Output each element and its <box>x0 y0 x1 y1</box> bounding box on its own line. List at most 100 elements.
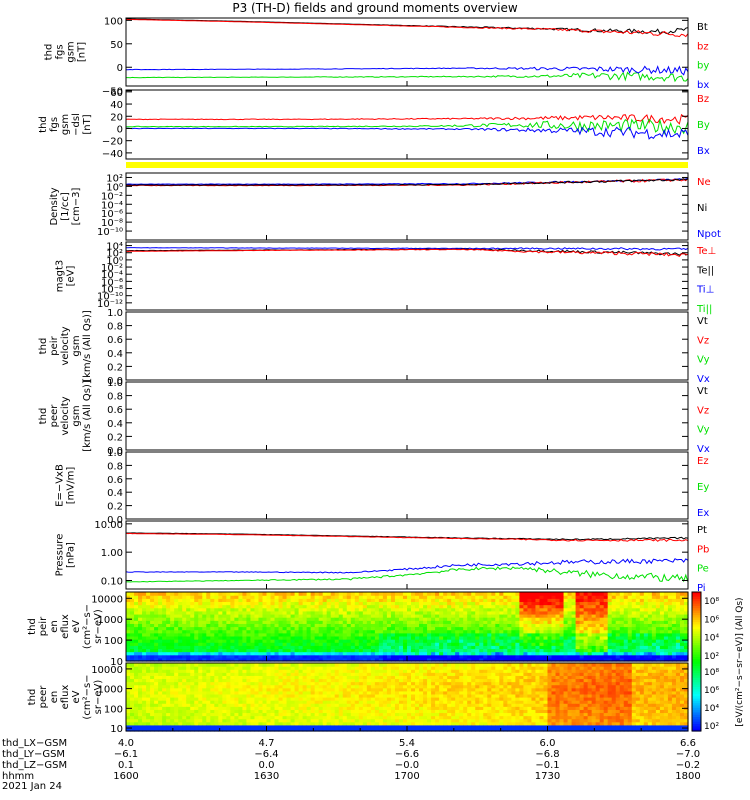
heatmap-cell <box>298 681 304 686</box>
heatmap-cell <box>527 629 533 634</box>
heatmap-cell <box>190 709 195 714</box>
heatmap-cell <box>262 697 268 701</box>
heatmap-cell <box>258 645 264 650</box>
heatmap-cell <box>651 601 657 606</box>
heatmap-cell <box>198 727 203 732</box>
heatmap-cell <box>431 632 436 637</box>
heatmap-cell <box>415 632 420 637</box>
heatmap-cell <box>411 681 416 686</box>
heatmap-cell <box>435 629 440 634</box>
heatmap-cell <box>619 635 625 640</box>
heatmap-cell <box>286 690 292 695</box>
heatmap-cell <box>535 604 541 609</box>
heatmap-cell <box>555 639 561 643</box>
heatmap-cell <box>519 623 525 628</box>
heatmap-cell <box>130 697 135 701</box>
heatmap-cell <box>382 648 388 653</box>
heatmap-cell <box>523 635 529 640</box>
heatmap-cell <box>635 601 641 606</box>
heatmap-cell <box>210 657 215 662</box>
heatmap-cell <box>278 610 284 615</box>
heatmap-cell <box>134 620 139 624</box>
heatmap-cell <box>238 654 244 659</box>
heatmap-cell <box>366 678 372 683</box>
heatmap-cell <box>174 657 179 662</box>
heatmap-cell <box>218 715 223 720</box>
heatmap-cell <box>683 595 689 599</box>
heatmap-cell <box>146 648 151 653</box>
heatmap-cell <box>262 607 268 612</box>
heatmap-cell <box>567 623 573 628</box>
heatmap-cell <box>154 632 159 637</box>
heatmap-cell <box>366 629 372 634</box>
heatmap-cell <box>346 598 352 603</box>
heatmap-cell <box>487 623 492 628</box>
heatmap-cell <box>182 675 187 680</box>
heatmap-cell <box>142 727 147 732</box>
heatmap-cell <box>294 681 300 686</box>
heatmap-cell <box>206 697 211 701</box>
heatmap-cell <box>314 706 320 710</box>
y-tick-label: 100 <box>104 16 123 27</box>
heatmap-cell <box>230 595 235 599</box>
heatmap-cell <box>555 632 561 637</box>
heatmap-cell <box>342 687 348 692</box>
heatmap-cell <box>382 687 388 692</box>
heatmap-cell <box>130 727 135 732</box>
heatmap-cell <box>423 592 428 596</box>
heatmap-cell <box>378 595 384 599</box>
heatmap-cell <box>174 604 179 609</box>
heatmap-cell <box>270 663 276 667</box>
heatmap-cell <box>415 601 420 606</box>
heatmap-cell <box>170 681 175 686</box>
heatmap-cell <box>230 687 235 692</box>
heatmap-cell <box>166 610 171 615</box>
heatmap-cell <box>306 635 312 640</box>
heatmap-cell <box>138 651 143 656</box>
heatmap-cell <box>130 607 135 612</box>
heatmap-cell <box>302 592 308 596</box>
heatmap-cell <box>326 642 332 646</box>
heatmap-cell <box>623 632 629 637</box>
heatmap-cell <box>535 623 541 628</box>
heatmap-cell <box>398 706 404 710</box>
heatmap-cell <box>290 651 296 656</box>
heatmap-cell <box>226 721 231 726</box>
heatmap-cell <box>278 703 284 707</box>
heatmap-cell <box>619 629 625 634</box>
heatmap-cell <box>194 669 199 673</box>
heatmap-cell <box>278 607 284 612</box>
heatmap-cell <box>539 610 545 615</box>
heatmap-cell <box>623 657 629 662</box>
heatmap-cell <box>310 601 316 606</box>
heatmap-cell <box>374 703 380 707</box>
heatmap-cell <box>178 592 183 596</box>
heatmap-cell <box>178 648 183 653</box>
heatmap-cell <box>519 592 525 596</box>
heatmap-cell <box>370 607 376 612</box>
heatmap-cell <box>362 666 368 670</box>
heatmap-cell <box>507 607 512 612</box>
heatmap-cell <box>286 620 292 624</box>
heatmap-cell <box>186 592 191 596</box>
heatmap-cell <box>350 718 356 723</box>
heatmap-cell <box>166 654 171 659</box>
heatmap-cell <box>190 648 195 653</box>
heatmap-cell <box>230 617 235 621</box>
heatmap-cell <box>423 727 428 732</box>
heatmap-cell <box>370 672 376 676</box>
heatmap-cell <box>222 651 227 656</box>
heatmap-cell <box>487 657 492 662</box>
heatmap-cell <box>298 626 304 631</box>
heatmap-cell <box>451 598 456 603</box>
heatmap-cell <box>214 663 219 667</box>
heatmap-cell <box>547 639 553 643</box>
heatmap-cell <box>230 648 235 653</box>
heatmap-cell <box>270 629 276 634</box>
heatmap-cell <box>475 632 480 637</box>
heatmap-cell <box>639 598 645 603</box>
heatmap-cell <box>635 629 641 634</box>
heatmap-cell <box>571 642 577 646</box>
heatmap-cell <box>142 675 147 680</box>
heatmap-cell <box>294 607 300 612</box>
